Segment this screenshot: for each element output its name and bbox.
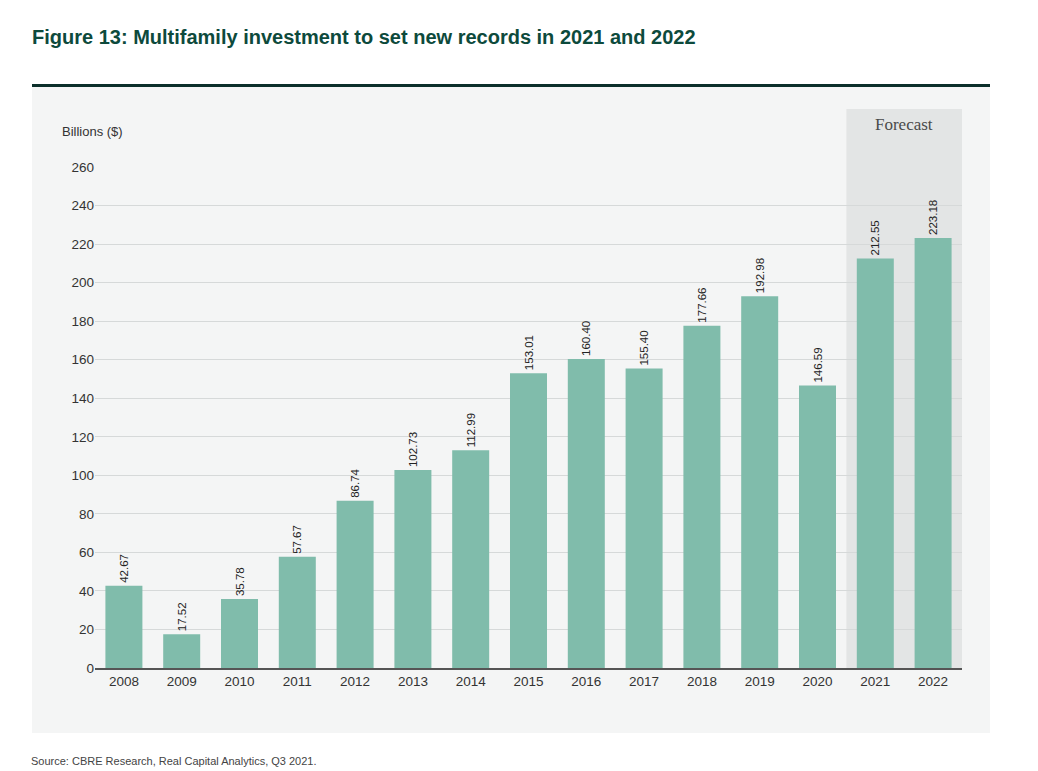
svg-text:35.78: 35.78 xyxy=(234,567,246,596)
svg-text:102.73: 102.73 xyxy=(407,432,419,467)
svg-text:57.67: 57.67 xyxy=(291,525,303,554)
svg-text:112.99: 112.99 xyxy=(465,413,477,447)
svg-text:42.67: 42.67 xyxy=(118,554,130,583)
svg-text:2013: 2013 xyxy=(398,674,428,689)
svg-text:120: 120 xyxy=(71,429,94,444)
svg-text:177.66: 177.66 xyxy=(696,287,708,322)
svg-text:20: 20 xyxy=(79,622,94,637)
svg-text:220: 220 xyxy=(71,237,94,252)
svg-text:2016: 2016 xyxy=(571,674,601,689)
svg-text:180: 180 xyxy=(71,314,94,329)
svg-text:212.55: 212.55 xyxy=(869,220,881,255)
svg-text:2009: 2009 xyxy=(167,674,197,689)
svg-text:2019: 2019 xyxy=(745,674,775,689)
svg-text:192.98: 192.98 xyxy=(754,258,766,293)
svg-text:2010: 2010 xyxy=(224,674,254,689)
svg-text:240: 240 xyxy=(71,198,94,213)
svg-text:2008: 2008 xyxy=(109,674,139,689)
svg-text:2021: 2021 xyxy=(860,674,890,689)
svg-text:17.52: 17.52 xyxy=(176,602,188,631)
svg-text:2015: 2015 xyxy=(513,674,543,689)
svg-text:146.59: 146.59 xyxy=(812,347,824,382)
svg-text:155.40: 155.40 xyxy=(638,330,650,365)
svg-text:223.18: 223.18 xyxy=(927,200,939,235)
svg-text:60: 60 xyxy=(79,545,94,560)
svg-text:40: 40 xyxy=(79,584,94,599)
svg-text:2017: 2017 xyxy=(629,674,659,689)
svg-text:153.01: 153.01 xyxy=(523,335,535,370)
svg-text:0: 0 xyxy=(86,661,94,676)
svg-text:140: 140 xyxy=(71,391,94,406)
svg-text:2012: 2012 xyxy=(340,674,370,689)
svg-text:160.40: 160.40 xyxy=(580,321,592,356)
svg-text:100: 100 xyxy=(71,468,94,483)
svg-text:2018: 2018 xyxy=(687,674,717,689)
svg-text:2014: 2014 xyxy=(456,674,487,689)
svg-text:86.74: 86.74 xyxy=(349,468,361,497)
svg-text:80: 80 xyxy=(79,507,94,522)
svg-text:Billions ($): Billions ($) xyxy=(62,124,123,139)
html-text:Source: CBRE Research, Real Ca: Source: CBRE Research, Real Capital Anal… xyxy=(31,755,317,767)
svg-text:Forecast: Forecast xyxy=(875,115,933,134)
svg-text:2011: 2011 xyxy=(283,674,312,689)
svg-text:260: 260 xyxy=(71,160,94,175)
svg-text:2020: 2020 xyxy=(802,674,832,689)
html-text:Figure 13: Multifamily investm: Figure 13: Multifamily investment to set… xyxy=(32,26,696,48)
svg-text:200: 200 xyxy=(71,275,94,290)
svg-text:2022: 2022 xyxy=(918,674,948,689)
svg-text:160: 160 xyxy=(71,352,94,367)
